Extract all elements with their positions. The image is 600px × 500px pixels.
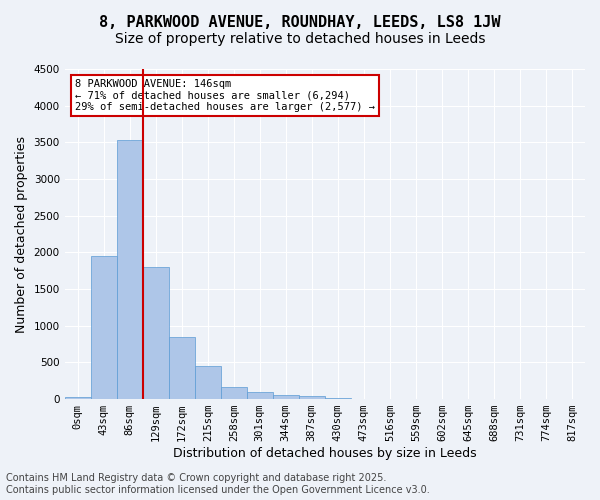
Bar xyxy=(91,256,116,399)
Bar xyxy=(195,366,221,399)
Y-axis label: Number of detached properties: Number of detached properties xyxy=(15,136,28,332)
Text: Size of property relative to detached houses in Leeds: Size of property relative to detached ho… xyxy=(115,32,485,46)
Bar xyxy=(221,388,247,399)
Text: Contains HM Land Registry data © Crown copyright and database right 2025.
Contai: Contains HM Land Registry data © Crown c… xyxy=(6,474,430,495)
Bar xyxy=(169,336,195,399)
Bar xyxy=(273,394,299,399)
Bar xyxy=(247,392,273,399)
Bar xyxy=(65,397,91,399)
Text: 8 PARKWOOD AVENUE: 146sqm
← 71% of detached houses are smaller (6,294)
29% of se: 8 PARKWOOD AVENUE: 146sqm ← 71% of detac… xyxy=(75,79,375,112)
X-axis label: Distribution of detached houses by size in Leeds: Distribution of detached houses by size … xyxy=(173,447,476,460)
Bar xyxy=(143,267,169,399)
Text: 8, PARKWOOD AVENUE, ROUNDHAY, LEEDS, LS8 1JW: 8, PARKWOOD AVENUE, ROUNDHAY, LEEDS, LS8… xyxy=(99,15,501,30)
Bar xyxy=(117,140,143,399)
Bar xyxy=(325,398,351,399)
Bar xyxy=(299,396,325,399)
